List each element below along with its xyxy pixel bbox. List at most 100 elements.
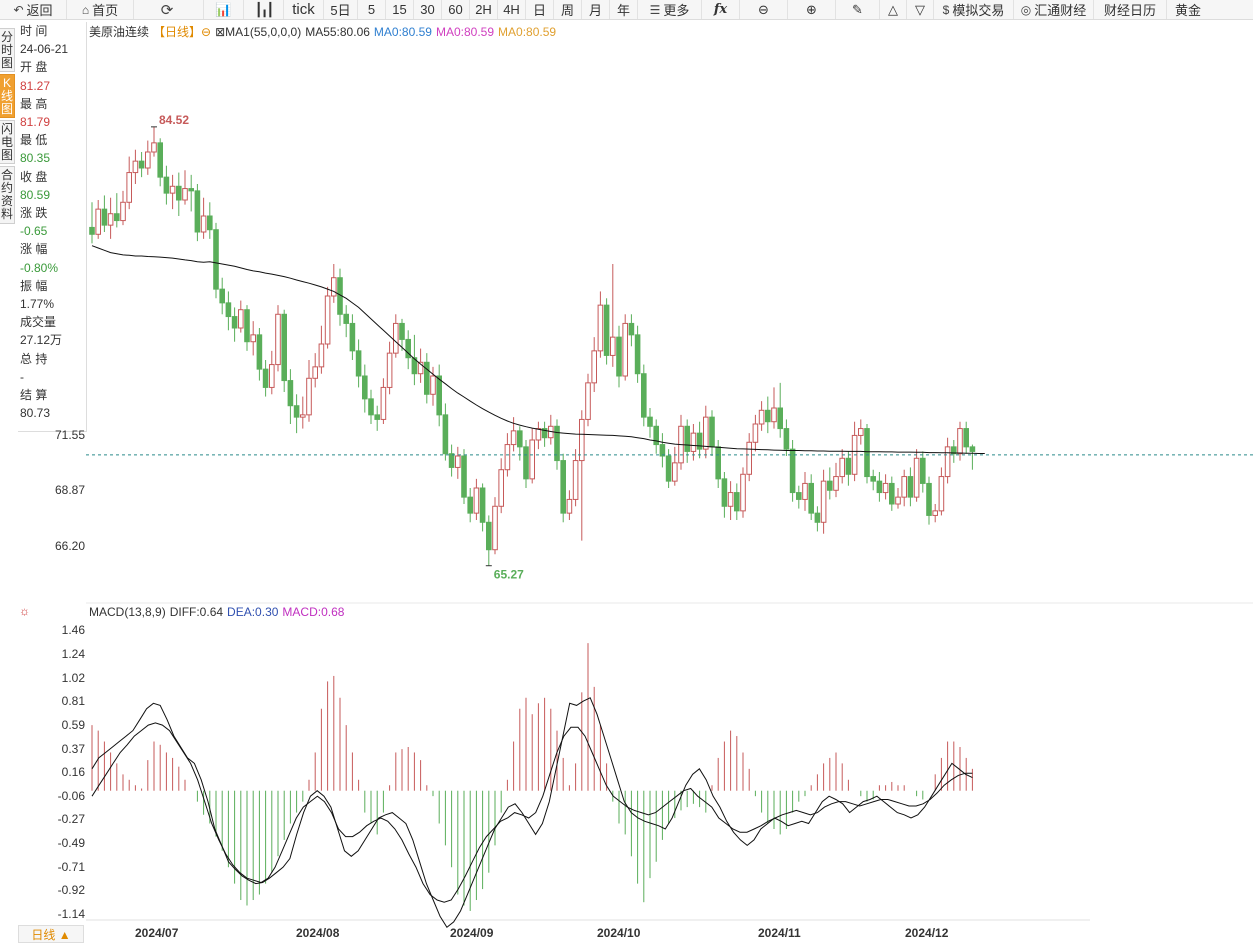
date-tick-label: 2024/07 bbox=[135, 926, 179, 940]
period-4h[interactable]: 4H bbox=[498, 0, 526, 19]
candle-body bbox=[783, 428, 790, 450]
candle-body bbox=[957, 428, 963, 455]
period-60min[interactable]: 60 bbox=[442, 0, 470, 19]
period-day[interactable]: 日 bbox=[526, 0, 554, 19]
menu-icon: ☰ bbox=[649, 2, 661, 17]
candle-body bbox=[616, 336, 622, 377]
candle-body bbox=[479, 487, 486, 523]
macd-pane bbox=[91, 643, 973, 929]
more-button[interactable]: ☰ 更多 bbox=[638, 0, 702, 19]
candle-body bbox=[275, 313, 281, 366]
candle-body bbox=[969, 446, 976, 452]
period-month[interactable]: 月 bbox=[582, 0, 610, 19]
date-tick-label: 2024/08 bbox=[296, 926, 340, 940]
candle-body bbox=[498, 469, 504, 507]
candle-body bbox=[492, 505, 498, 551]
candle-body bbox=[889, 482, 895, 505]
ma-toggle-icon[interactable]: ⊠ bbox=[215, 25, 226, 39]
period-week[interactable]: 周 bbox=[554, 0, 582, 19]
candle-body bbox=[281, 313, 287, 382]
sim-trade-button[interactable]: $ 模拟交易 bbox=[934, 0, 1014, 19]
macd-tick-label: -1.14 bbox=[57, 907, 85, 922]
candle-body bbox=[467, 496, 473, 514]
info-value: 81.79 bbox=[20, 115, 51, 130]
bar-chart-icon: 📊 bbox=[215, 1, 232, 17]
zoom-out-button[interactable]: ⊖ bbox=[740, 0, 788, 19]
candle-body bbox=[858, 428, 864, 436]
draw-button[interactable]: ✎ bbox=[836, 0, 880, 19]
candle-body bbox=[442, 414, 449, 455]
macd-tick-label: 1.02 bbox=[61, 671, 85, 686]
candle-body bbox=[312, 366, 318, 379]
zoom-in-button[interactable]: ⊕ bbox=[788, 0, 836, 19]
candle-body bbox=[393, 322, 399, 354]
info-label: 涨 幅 bbox=[20, 242, 48, 257]
candle-body bbox=[610, 336, 616, 356]
candle-body bbox=[789, 448, 796, 494]
candle-body bbox=[560, 460, 567, 514]
candle-body bbox=[839, 457, 846, 478]
candle-body bbox=[628, 322, 635, 336]
tab-timeshare[interactable]: 分时图 bbox=[0, 28, 15, 72]
candle-body bbox=[306, 377, 312, 416]
candle-body bbox=[473, 487, 480, 514]
period-15min[interactable]: 15 bbox=[386, 0, 414, 19]
candle-body bbox=[349, 322, 356, 352]
candle-body bbox=[641, 373, 647, 418]
candle-body bbox=[101, 208, 108, 226]
period-tag[interactable]: 【日线】 bbox=[153, 25, 202, 39]
candle-body bbox=[318, 343, 325, 368]
candle-body bbox=[796, 492, 802, 500]
info-value: -0.80% bbox=[20, 260, 59, 275]
period-2h[interactable]: 2H bbox=[470, 0, 498, 19]
info-label: 时 间 bbox=[20, 24, 48, 38]
huitong-button[interactable]: ◎ 汇通财经 bbox=[1014, 0, 1094, 19]
period-30min[interactable]: 30 bbox=[414, 0, 442, 19]
indicator-settings-icon[interactable]: ☼ bbox=[19, 604, 30, 618]
candle-body bbox=[963, 428, 970, 448]
gold-button[interactable]: 黄金 bbox=[1174, 3, 1201, 18]
candle-body bbox=[672, 462, 678, 482]
candle-body bbox=[820, 480, 827, 523]
zoom-out-icon: ⊖ bbox=[758, 1, 769, 17]
triangle-down-icon: ▽ bbox=[915, 1, 925, 17]
triangle-up-button[interactable]: △ bbox=[880, 0, 907, 19]
candle-body bbox=[293, 405, 300, 418]
tab-contract-info[interactable]: 合约资料 bbox=[0, 166, 15, 224]
date-tick-label: 2024/09 bbox=[450, 926, 494, 940]
period-5min[interactable]: 5 bbox=[358, 0, 386, 19]
chart-type-button[interactable]: 📊 bbox=[204, 0, 244, 19]
candle-body bbox=[169, 185, 176, 194]
triangle-down-button[interactable]: ▽ bbox=[907, 0, 934, 19]
refresh-button[interactable]: ⟳ bbox=[134, 0, 204, 19]
tick-button[interactable]: tick bbox=[284, 0, 324, 19]
date-tick-label: 2024/10 bbox=[597, 926, 641, 940]
candle-body bbox=[926, 482, 932, 516]
home-button[interactable]: ⌂ 首页 bbox=[67, 0, 134, 19]
period-switch-tab[interactable]: 日线 ▲ bbox=[18, 925, 84, 943]
back-button[interactable]: ↶ 返回 bbox=[0, 0, 67, 19]
period-year[interactable]: 年 bbox=[610, 0, 638, 19]
candle-body bbox=[399, 322, 405, 340]
candle-body bbox=[833, 476, 839, 491]
candle-body bbox=[269, 364, 275, 388]
settings-icon[interactable]: ⊖ bbox=[201, 25, 212, 39]
price-tick-label: 66.20 bbox=[54, 539, 85, 553]
tab-kline[interactable]: K线图 bbox=[0, 74, 15, 118]
calendar-button[interactable]: 财经日历 bbox=[1094, 0, 1167, 19]
macd-dea: DEA:0.30 bbox=[227, 605, 279, 619]
candle-body bbox=[300, 414, 306, 418]
kline-style-button[interactable]: ┃╻┃ bbox=[244, 0, 284, 19]
ma-param: MA1(55,0,0,0) bbox=[225, 25, 302, 39]
candle-body bbox=[758, 409, 765, 425]
candle-body bbox=[430, 375, 436, 395]
tab-flash[interactable]: 闪电图 bbox=[0, 120, 15, 164]
candle-body bbox=[907, 476, 914, 498]
period-5d[interactable]: 5日 bbox=[324, 0, 358, 19]
ma55-line bbox=[91, 245, 985, 454]
candle-body bbox=[721, 478, 728, 507]
formula-button[interactable]: fx bbox=[702, 0, 740, 19]
candle-body bbox=[163, 176, 170, 194]
candle-body bbox=[603, 304, 610, 356]
